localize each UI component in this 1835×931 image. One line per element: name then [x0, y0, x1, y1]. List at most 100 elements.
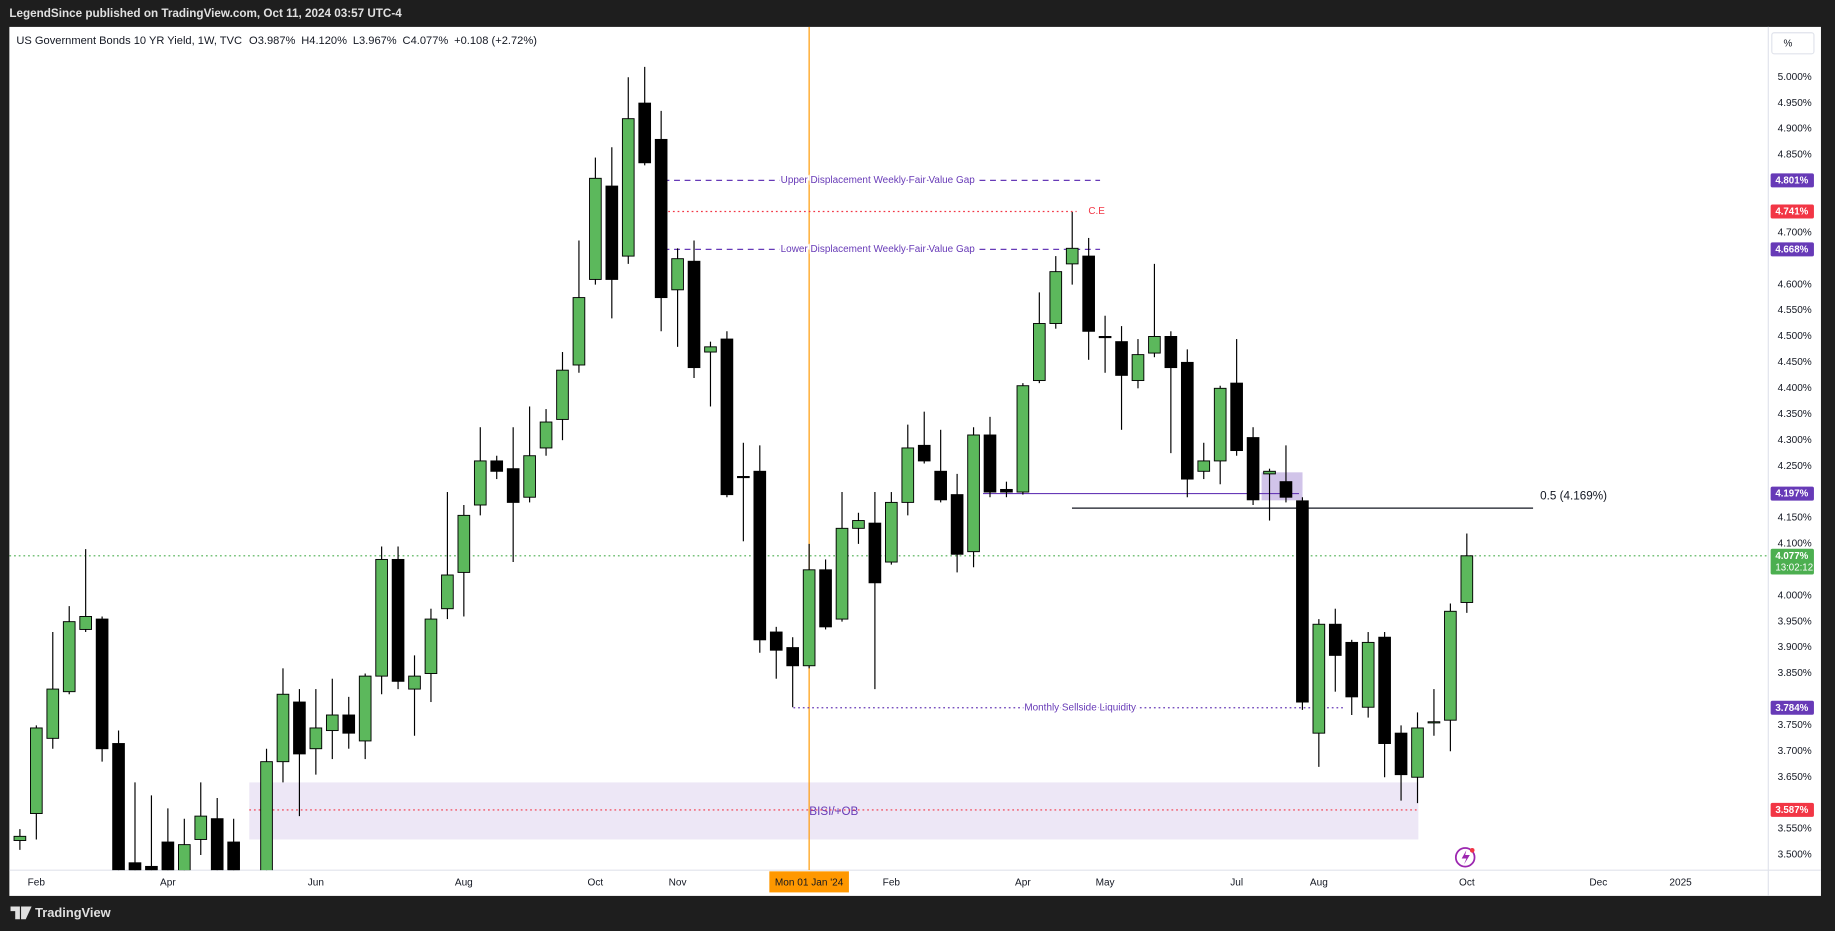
y-tick-label: 4.400% [1778, 383, 1812, 394]
y-tick-label: 3.950% [1778, 616, 1812, 627]
candle-body [473, 460, 487, 506]
x-tick-label: Apr [160, 878, 176, 889]
candle-body [227, 841, 240, 871]
candle-body [408, 675, 421, 690]
candle-body [720, 338, 734, 496]
x-tick-label: Aug [455, 878, 473, 889]
y-tick-label: 4.500% [1778, 331, 1812, 342]
candle-body [786, 647, 800, 667]
x-tick-label: Apr [1015, 878, 1031, 889]
candle-body [309, 727, 323, 750]
candle-body [737, 476, 750, 479]
price-badge-label: 4.197% [1775, 489, 1808, 500]
y-tick-label: 4.900% [1778, 124, 1812, 135]
candle-body [145, 865, 158, 871]
price-badge [1770, 242, 1814, 257]
brand-logo [10, 906, 32, 920]
candle-body [1115, 341, 1128, 376]
scale-button-label[interactable]: % [1784, 38, 1793, 49]
candle-body [917, 444, 931, 462]
candle-body [1082, 255, 1095, 332]
candle-body [1197, 460, 1211, 472]
candle-body [556, 369, 569, 420]
candle-body [112, 743, 125, 871]
y-tick-label: 4.250% [1778, 461, 1812, 472]
ohlc-low: L3.967% [353, 35, 397, 47]
y-tick-label: 3.700% [1778, 746, 1812, 757]
x-tick-label: Oct [1459, 878, 1475, 889]
candle-body [605, 185, 619, 280]
x-tick-label: Jun [308, 878, 324, 889]
y-tick-label: 4.350% [1778, 409, 1812, 420]
candle-body [687, 260, 701, 369]
price-badge-label: 4.741% [1775, 207, 1808, 218]
x-tick-label: Aug [1310, 878, 1328, 889]
candle-body [210, 818, 224, 871]
candle-body [572, 297, 586, 366]
candle-body [1000, 488, 1013, 493]
candle-body [391, 558, 405, 682]
price-badge [1770, 173, 1814, 188]
candle-body [983, 434, 997, 493]
annotation-label: C.E [1088, 206, 1105, 217]
candle-body [1312, 623, 1326, 734]
candle-body [276, 693, 290, 763]
candle-body [441, 574, 454, 610]
candle-body [1246, 437, 1260, 501]
annotation-label: Lower Displacement Weekly Fair Value Gap [781, 244, 976, 255]
candle-body [835, 527, 849, 620]
candle-body [1427, 721, 1441, 724]
x-tick-label: Nov [669, 878, 687, 889]
candle-body [1230, 382, 1243, 452]
y-tick-label: 4.550% [1778, 305, 1812, 316]
brand-name: TradingView [35, 905, 112, 920]
y-tick-label: 4.450% [1778, 357, 1812, 368]
candle-body [128, 862, 142, 871]
candle-body [671, 258, 684, 291]
candle-body [852, 520, 865, 529]
x-tick-label: Feb [28, 878, 46, 889]
annotation-label: Monthly Sellside Liquidity [1024, 702, 1136, 713]
alert-icon-bolt [1461, 850, 1470, 865]
candle-body [934, 470, 947, 501]
candle-body [654, 138, 668, 299]
y-tick-label: 3.900% [1778, 642, 1812, 653]
price-badge-label: 4.801% [1775, 176, 1808, 187]
candle-body [1065, 247, 1079, 265]
ohlc-close: C4.077% [403, 35, 449, 47]
candle-body [769, 631, 783, 651]
price-badge [1770, 548, 1814, 575]
published-note: LegendSince published on TradingView.com… [9, 7, 402, 20]
y-tick-label: 4.600% [1778, 279, 1812, 290]
candle-body [1328, 623, 1342, 656]
candle-body [1361, 641, 1375, 708]
ohlc-high: H4.120% [301, 35, 347, 47]
price-badge-label: 4.668% [1775, 245, 1808, 256]
candle-body [1279, 481, 1293, 498]
candle-body [457, 514, 471, 573]
scale-button[interactable] [1771, 32, 1815, 55]
chart-pane [9, 26, 1821, 896]
candle-body [30, 727, 43, 814]
candle-body [621, 118, 635, 257]
candle-body [194, 815, 208, 840]
candle-body [161, 841, 175, 871]
y-tick-label: 4.850% [1778, 150, 1812, 161]
zone-label: BISI/+OB [809, 805, 858, 818]
plot-area: BISI/+OB Upper Displacement Weekly Fair V… [9, 26, 1769, 871]
candle-body [342, 714, 356, 734]
candle-body [1263, 470, 1276, 475]
price-countdown: 13:02:12 [1775, 563, 1813, 574]
price-badge [1770, 486, 1814, 501]
header: US Government Bonds 10 YR Yield, 1W, TVC… [16, 35, 537, 47]
candle-body [79, 616, 92, 630]
alert-icon[interactable] [1454, 847, 1476, 868]
candle-body [1378, 636, 1391, 744]
axes: 5.000% 4.950% 4.900% 4.850% 4.700% 4.600% 4.55… [28, 72, 1814, 893]
candle-body [46, 688, 60, 739]
candle-body [753, 470, 767, 641]
candle-body [1131, 354, 1145, 382]
x-tick-label: Jul [1230, 878, 1243, 889]
